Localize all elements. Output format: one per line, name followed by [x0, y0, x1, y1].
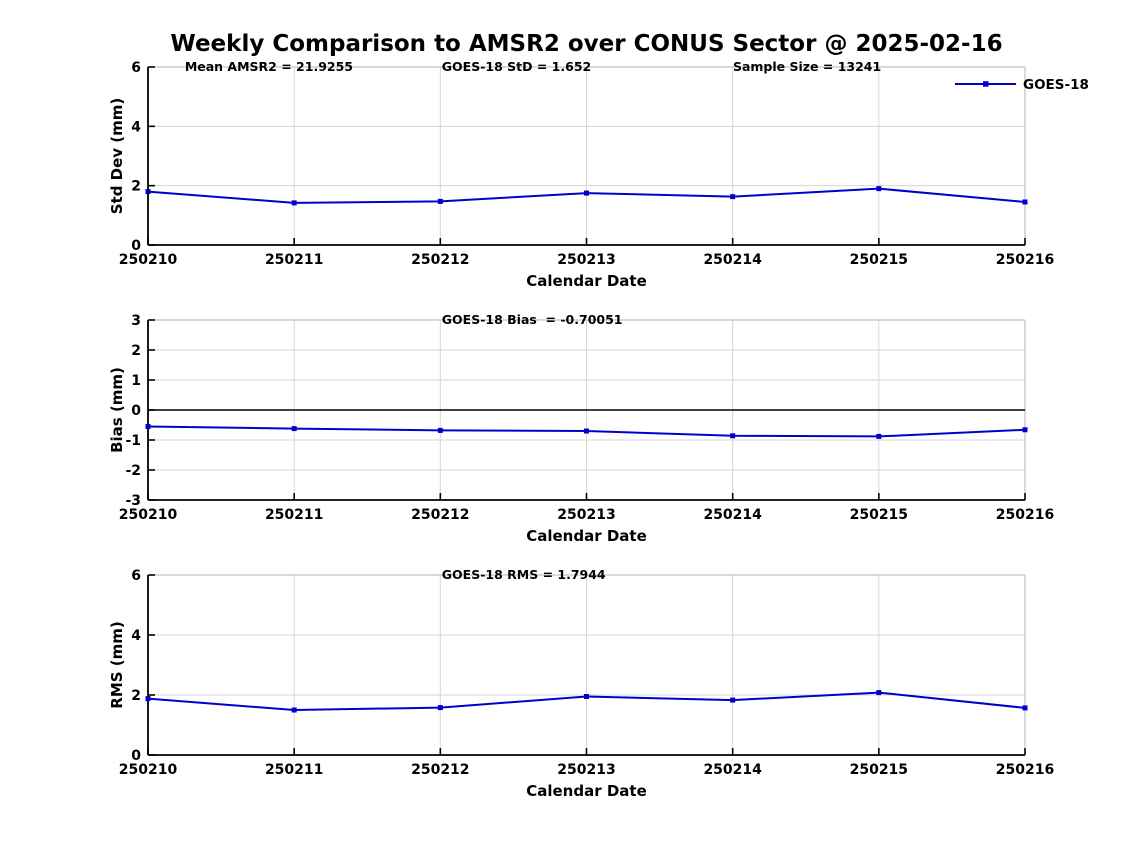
y-tick-label: 0 — [131, 748, 141, 764]
y-tick-label: 4 — [131, 119, 141, 135]
x-axis-label: Calendar Date — [526, 527, 647, 545]
data-point-marker — [1022, 427, 1028, 433]
x-tick-label: 250212 — [411, 507, 469, 523]
y-tick-label: 2 — [131, 179, 141, 195]
x-axis-label: Calendar Date — [526, 782, 647, 800]
y-tick-label: 1 — [131, 373, 141, 389]
annotation-text: GOES-18 StD = 1.652 — [442, 59, 591, 74]
x-tick-label: 250213 — [557, 507, 615, 523]
data-point-marker — [730, 194, 736, 200]
stddev-chart: 0 2 4 6 250210 250211 250212 250213 250214 250215… — [108, 59, 1089, 290]
annotation-text: GOES-18 RMS = 1.7944 — [442, 567, 606, 582]
x-tick-label: 250210 — [119, 252, 178, 268]
y-tick-label: -3 — [125, 493, 141, 509]
data-point-marker — [730, 433, 736, 439]
x-tick-label: 250216 — [996, 507, 1054, 523]
page-title: Weekly Comparison to AMSR2 over CONUS Se… — [170, 31, 1003, 57]
data-point-marker — [584, 190, 589, 196]
data-point-marker — [1022, 705, 1028, 711]
y-tick-label: -2 — [125, 463, 141, 479]
y-axis-label: RMS (mm) — [108, 621, 126, 708]
x-tick-label: 250215 — [850, 762, 908, 778]
y-tick-label: 0 — [131, 403, 141, 419]
x-tick-label: 250213 — [557, 252, 615, 268]
data-point-marker — [145, 696, 151, 702]
x-tick-label: 250212 — [411, 762, 469, 778]
data-point-marker — [1022, 199, 1028, 205]
legend-marker — [983, 81, 989, 87]
y-tick-label: 6 — [131, 568, 141, 584]
annotation-text: Sample Size = 13241 — [733, 59, 881, 74]
y-tick-label: 2 — [131, 688, 141, 704]
legend-label: GOES-18 — [1023, 77, 1089, 93]
x-tick-label: 250214 — [703, 507, 762, 523]
x-tick-label: 250215 — [850, 507, 908, 523]
data-point-marker — [730, 697, 736, 703]
data-point-marker — [876, 186, 882, 192]
x-tick-label: 250211 — [265, 762, 323, 778]
data-point-marker — [145, 424, 151, 429]
data-point-marker — [876, 433, 882, 439]
y-tick-label: -1 — [125, 433, 141, 449]
data-point-marker — [145, 189, 151, 195]
data-point-marker — [437, 427, 443, 433]
bias-chart: -3 -2 -1 0 1 2 3 250210 250211 250212 250213 250214… — [108, 312, 1054, 545]
data-point-marker — [584, 694, 589, 699]
annotation-text: Mean AMSR2 = 21.9255 — [185, 59, 353, 74]
data-point-marker — [291, 200, 297, 206]
y-tick-label: 4 — [131, 628, 141, 644]
y-tick-label: 2 — [131, 343, 141, 359]
data-point-marker — [291, 426, 297, 432]
x-tick-label: 250212 — [411, 252, 469, 268]
x-tick-label: 250214 — [703, 762, 762, 778]
y-tick-label: 0 — [131, 238, 141, 254]
x-tick-label: 250211 — [265, 507, 323, 523]
y-axis-label: Std Dev (mm) — [108, 98, 126, 215]
data-point-marker — [291, 707, 297, 713]
x-tick-label: 250210 — [119, 507, 178, 523]
x-tick-label: 250210 — [119, 762, 178, 778]
x-tick-label: 250213 — [557, 762, 615, 778]
y-tick-label: 3 — [131, 313, 141, 329]
x-axis-label: Calendar Date — [526, 272, 647, 290]
x-tick-label: 250216 — [996, 252, 1054, 268]
rms-chart: 0 2 4 6 250210 250211 250212 250213 250214 250215… — [108, 567, 1054, 800]
y-tick-label: 6 — [131, 60, 141, 76]
x-tick-label: 250215 — [850, 252, 908, 268]
data-point-marker — [437, 705, 443, 711]
x-tick-label: 250214 — [703, 252, 762, 268]
data-point-marker — [437, 198, 443, 204]
data-point-marker — [876, 690, 882, 696]
x-tick-label: 250211 — [265, 252, 323, 268]
annotation-text: GOES-18 Bias = -0.70051 — [442, 312, 623, 327]
data-point-marker — [584, 428, 589, 434]
y-axis-label: Bias (mm) — [108, 367, 126, 453]
x-tick-label: 250216 — [996, 762, 1054, 778]
